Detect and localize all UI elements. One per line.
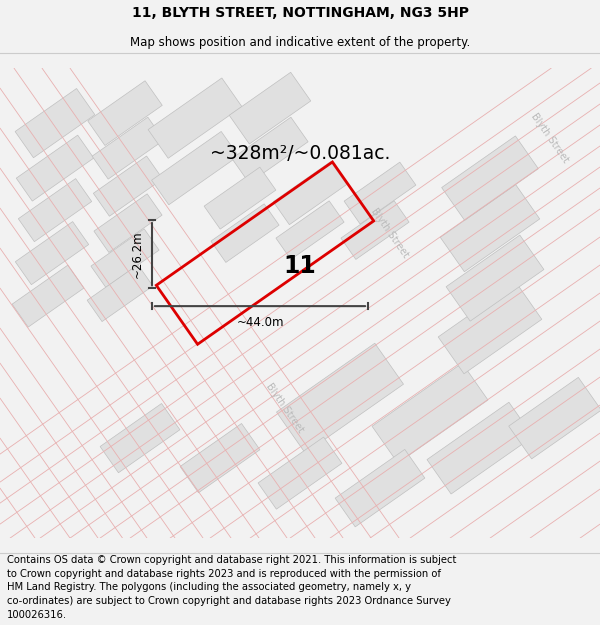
Polygon shape	[16, 135, 94, 201]
Polygon shape	[180, 424, 260, 493]
Text: ~328m²/~0.081ac.: ~328m²/~0.081ac.	[210, 144, 390, 162]
Polygon shape	[442, 136, 538, 221]
Polygon shape	[87, 265, 153, 321]
Polygon shape	[88, 81, 162, 146]
Polygon shape	[15, 89, 95, 158]
Polygon shape	[232, 118, 308, 183]
Text: ~26.2m: ~26.2m	[131, 231, 144, 278]
Polygon shape	[204, 167, 276, 229]
Polygon shape	[438, 282, 542, 374]
Polygon shape	[446, 235, 544, 321]
Polygon shape	[15, 222, 89, 284]
Polygon shape	[12, 265, 84, 327]
Text: 11: 11	[284, 254, 316, 278]
Polygon shape	[94, 194, 162, 252]
Text: Blyth Street: Blyth Street	[264, 381, 306, 435]
Polygon shape	[277, 343, 403, 453]
Polygon shape	[344, 162, 416, 224]
Polygon shape	[91, 229, 159, 288]
Text: Contains OS data © Crown copyright and database right 2021. This information is : Contains OS data © Crown copyright and d…	[7, 555, 457, 619]
Polygon shape	[440, 184, 540, 272]
Text: Blyth Street: Blyth Street	[529, 111, 571, 165]
Polygon shape	[341, 201, 409, 259]
Text: 11, BLYTH STREET, NOTTINGHAM, NG3 5HP: 11, BLYTH STREET, NOTTINGHAM, NG3 5HP	[131, 6, 469, 20]
Polygon shape	[148, 78, 242, 158]
Polygon shape	[18, 179, 92, 242]
Polygon shape	[276, 201, 344, 259]
Polygon shape	[258, 437, 342, 509]
Polygon shape	[335, 449, 425, 527]
Text: Map shows position and indicative extent of the property.: Map shows position and indicative extent…	[130, 36, 470, 49]
Polygon shape	[372, 363, 488, 463]
Polygon shape	[273, 162, 347, 224]
Polygon shape	[152, 131, 238, 205]
Text: Blyth Street: Blyth Street	[369, 206, 411, 260]
Polygon shape	[229, 72, 311, 144]
Polygon shape	[427, 402, 533, 494]
Polygon shape	[92, 117, 164, 179]
Polygon shape	[211, 204, 279, 262]
Polygon shape	[94, 156, 163, 216]
Polygon shape	[100, 404, 180, 472]
Text: ~44.0m: ~44.0m	[236, 316, 284, 329]
Polygon shape	[509, 378, 600, 459]
